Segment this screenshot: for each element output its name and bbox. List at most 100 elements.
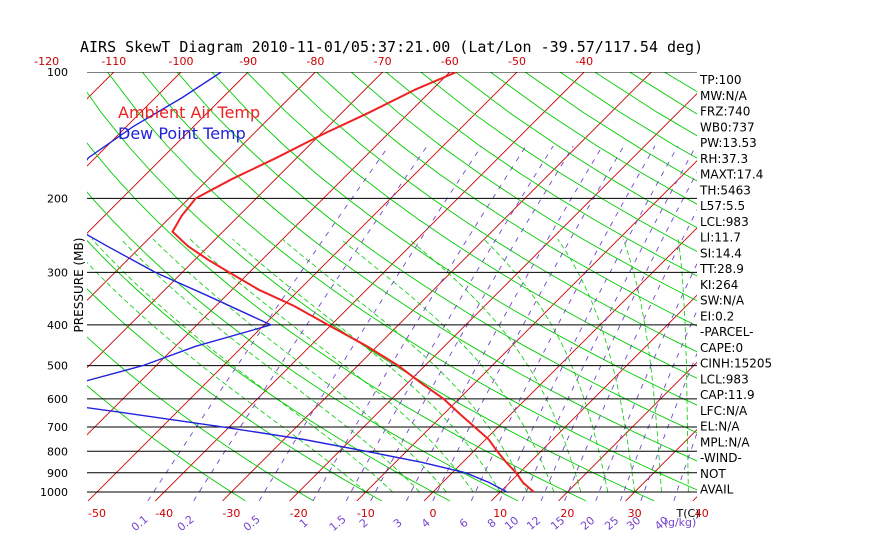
stability-index-item: -WIND-: [700, 451, 742, 465]
stability-index-item: FRZ:740: [700, 105, 750, 119]
stability-index-item: SI:14.4: [700, 246, 742, 260]
stability-index-item: EL:N/A: [700, 420, 740, 434]
dew-point-profile-line: [87, 72, 508, 493]
dry-adiabat-line: [246, 72, 697, 379]
bottom-temperature-tick-label: 40: [695, 507, 709, 520]
stability-index-item: EI:0.2: [700, 309, 734, 323]
moist-adiabat-line: [408, 238, 582, 493]
dry-adiabat-line: [176, 72, 697, 434]
isotherm-line: [87, 72, 451, 436]
moist-adiabat-line: [557, 238, 635, 493]
bottom-temperature-tick-label: 0: [430, 507, 437, 520]
stability-index-item: TT:28.9: [699, 262, 744, 276]
pressure-tick-label: 200: [47, 192, 68, 205]
stability-index-item: TP:100: [699, 73, 742, 87]
stability-index-item: PW:13.53: [700, 136, 757, 150]
dry-adiabat-line: [211, 72, 697, 406]
dry-adiabat-line: [87, 142, 587, 502]
bottom-temperature-tick-label: 30: [628, 507, 642, 520]
isotherm-line: [558, 361, 697, 502]
stability-index-item: SW:N/A: [700, 294, 745, 308]
bottom-temperature-tick-label: 20: [560, 507, 574, 520]
top-temperature-tick-label: -40: [575, 55, 593, 68]
stability-index-item: RH:37.3: [700, 152, 748, 166]
dry-adiabat-line: [350, 72, 697, 302]
top-temperature-tick-label: -90: [239, 55, 257, 68]
pressure-tick-label: 700: [47, 421, 68, 434]
bottom-temperature-tick-label: -20: [290, 507, 308, 520]
pressure-tick-label: 500: [47, 360, 68, 373]
chart-title: AIRS SkewT Diagram 2010-11-01/05:37:21.0…: [80, 38, 703, 56]
stability-index-item: NOT: [700, 467, 726, 481]
dry-adiabat-line: [107, 72, 697, 491]
bottom-temperature-tick-label: -30: [222, 507, 240, 520]
stability-index-item: CINH:15205: [700, 357, 772, 371]
dry-adiabat-line: [420, 72, 697, 253]
stability-index-item: CAPE:0: [700, 341, 743, 355]
moist-adiabat-line: [189, 238, 474, 493]
moist-adiabat-line: [120, 238, 420, 493]
top-temperature-tick-label: -60: [441, 55, 459, 68]
isotherm-line: [87, 72, 518, 502]
isotherm-line: [490, 294, 697, 502]
dry-adiabat-line: [281, 72, 697, 353]
moist-adiabat-line: [232, 238, 501, 493]
top-temperature-tick-label: -100: [169, 55, 194, 68]
bottom-temperature-tick-label: -40: [155, 507, 173, 520]
pressure-tick-label: 800: [47, 445, 68, 458]
top-temperature-tick-label: -50: [508, 55, 526, 68]
stability-index-item: WB0:737: [700, 120, 755, 134]
top-temperature-tick-label: -70: [374, 55, 392, 68]
stability-index-item: LFC:N/A: [700, 404, 748, 418]
plot-area: [87, 72, 697, 502]
stability-index-item: CAP:11.9: [700, 388, 755, 402]
isotherm-line: [222, 72, 652, 502]
stability-index-item: KI:264: [700, 278, 738, 292]
dry-adiabat-line: [385, 72, 697, 277]
dry-adiabat-line: [87, 336, 314, 502]
moist-adiabat-line: [678, 239, 689, 493]
top-temperature-tick-label: -80: [306, 55, 324, 68]
stability-index-item: TH:5463: [699, 183, 751, 197]
isotherm-line: [87, 72, 316, 302]
legend-ambient-temp: Ambient Air Temp: [118, 103, 260, 122]
moist-adiabat-line: [622, 238, 662, 493]
moist-adiabat-line: [483, 238, 609, 493]
bottom-temperature-tick-label: -50: [88, 507, 106, 520]
legend-dew-point-temp: Dew Point Temp: [118, 124, 246, 143]
dry-adiabat-line: [87, 239, 451, 502]
bottom-temperature-tick-label: 10: [493, 507, 507, 520]
bottom-temperature-labels: -50 -40 -30 -20 -10 0 10 20 30 40T(C): [88, 507, 709, 520]
stability-index-item: -PARCEL-: [700, 325, 754, 339]
stability-index-item: AVAIL: [700, 483, 734, 497]
pressure-tick-label: 900: [47, 467, 68, 480]
dry-adiabat-line: [87, 91, 655, 502]
stability-index-item: MW:N/A: [700, 89, 748, 103]
pressure-tick-labels: 100 200 300 400 500 600 700 800 900 1000: [40, 66, 68, 499]
temperature-axis-label: T(C): [676, 507, 700, 520]
moist-adiabat-line: [340, 238, 555, 493]
top-temperature-tick-label: -120: [34, 55, 59, 68]
dry-adiabat-line: [87, 385, 246, 502]
mixing-ratio-units: (g/kg): [664, 516, 697, 529]
top-temperature-labels: -120 -110 -100 -90 -80 -70 -60 -50 -40: [34, 55, 593, 68]
isotherm-line: [154, 72, 585, 502]
moist-adiabat-line: [87, 261, 367, 493]
stability-index-item: LI:11.7: [700, 231, 741, 245]
isotherm-line: [87, 72, 383, 369]
pressure-tick-label: 1000: [40, 486, 68, 499]
moist-adiabat-line: [152, 238, 447, 493]
stability-index-item: LCL:983: [700, 215, 749, 229]
dry-adiabat-line: [315, 72, 697, 327]
stability-index-item: MAXT:17.4: [700, 168, 763, 182]
bottom-temperature-tick-label: -10: [357, 507, 375, 520]
isotherm-line: [289, 92, 697, 502]
pressure-tick-label: 600: [47, 393, 68, 406]
stability-index-item: MPL:N/A: [700, 435, 750, 449]
pressure-tick-label: 400: [47, 319, 68, 332]
top-temperature-tick-label: -110: [101, 55, 126, 68]
stability-index-item: LCL:983: [700, 372, 749, 386]
